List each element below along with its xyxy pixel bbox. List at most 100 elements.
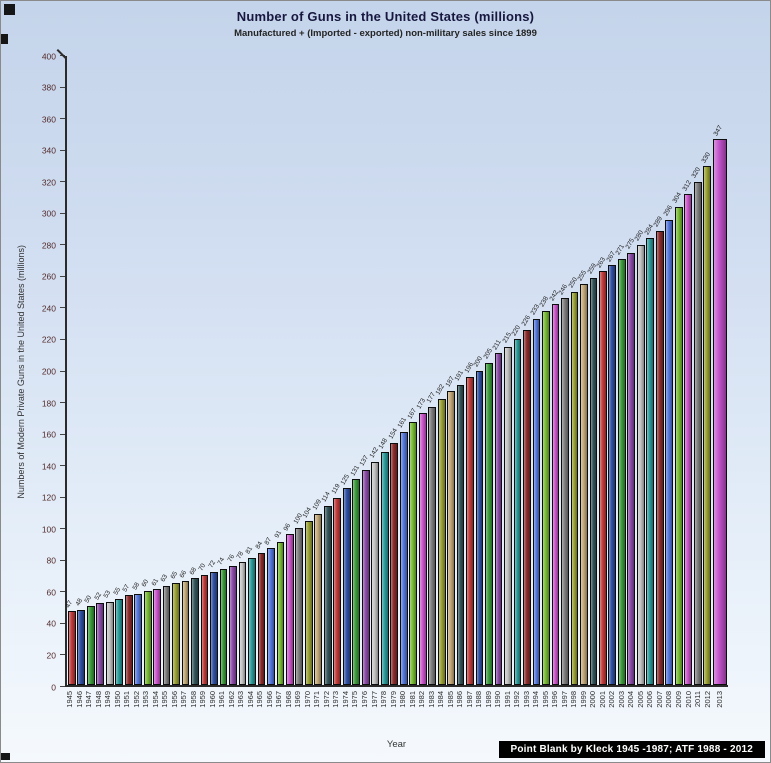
x-tick-label: 2003 <box>616 691 626 708</box>
bar-value-label: 191 <box>453 369 466 383</box>
bar <box>295 527 304 685</box>
x-tick-label: 1974 <box>340 691 350 708</box>
y-tick-label: 300 <box>41 208 56 219</box>
bar <box>361 469 370 685</box>
x-tick-cell: 1994 <box>531 689 541 733</box>
bar-value-label: 50 <box>83 594 94 605</box>
y-tick-label: 280 <box>41 240 56 251</box>
bar-value-label: 119 <box>330 483 342 496</box>
x-tick-cell: 1967 <box>274 689 284 733</box>
bar-cell: 53 <box>103 56 114 685</box>
bar-cell: 191 <box>453 56 466 685</box>
x-tick-label: 1984 <box>436 691 446 708</box>
bar-value-label: 142 <box>368 446 380 460</box>
x-tick-cell: 2002 <box>607 689 617 733</box>
bar-cell: 119 <box>330 56 342 685</box>
bar-cell: 125 <box>340 56 351 685</box>
x-tick-label: 1997 <box>559 691 569 708</box>
bar-value-label: 47 <box>64 599 75 609</box>
bar-value-label: 52 <box>93 591 103 601</box>
x-tick-label: 1962 <box>226 691 236 708</box>
x-tick-cell: 1950 <box>113 689 123 733</box>
x-tick-cell: 1949 <box>103 689 113 733</box>
bar-value-label: 167 <box>406 407 418 421</box>
x-tick-label: 1970 <box>302 691 312 708</box>
x-tick-label: 2002 <box>607 691 617 708</box>
bar-cell: 187 <box>444 56 456 685</box>
bar-cell: 226 <box>520 56 532 685</box>
bar-cell: 76 <box>226 56 237 685</box>
x-tick-label: 1968 <box>283 691 293 708</box>
bar-value-label: 91 <box>273 529 284 540</box>
bar <box>77 609 86 685</box>
x-tick-label: 2000 <box>588 691 598 708</box>
y-tick-label: 400 <box>41 50 56 61</box>
y-tick-label: 60 <box>46 587 56 598</box>
bar-cell: 81 <box>245 56 256 685</box>
bar-cell: 173 <box>416 56 427 685</box>
x-tick-label: 1950 <box>112 691 122 708</box>
bar <box>143 590 152 685</box>
bar <box>210 571 218 685</box>
bar-value-label: 330 <box>700 150 712 164</box>
x-axis-title: Year <box>386 739 407 750</box>
x-tick-label: 1999 <box>578 691 588 708</box>
bar <box>380 452 389 685</box>
bar <box>684 194 693 685</box>
y-tick-label: 340 <box>41 145 56 156</box>
y-tick-label: 120 <box>41 492 56 503</box>
bar-value-label: 177 <box>425 391 437 405</box>
bar <box>333 497 342 685</box>
bar <box>172 582 180 685</box>
bar-cell: 48 <box>74 56 86 685</box>
x-tick-cell: 1993 <box>522 689 532 733</box>
x-tick-label: 2004 <box>626 691 636 708</box>
bar <box>314 513 323 685</box>
y-tick-mark <box>60 275 65 277</box>
x-tick-label: 1979 <box>388 691 398 708</box>
x-tick-cell: 1961 <box>217 689 227 733</box>
bar <box>191 578 199 685</box>
x-tick-cell: 1964 <box>246 689 256 733</box>
x-tick-label: 1981 <box>407 691 417 708</box>
bar-cell: 267 <box>605 56 617 685</box>
bar <box>342 488 351 685</box>
x-tick-cell: 1946 <box>75 689 85 733</box>
bar <box>646 238 655 685</box>
bar <box>655 230 664 685</box>
x-tick-label: 1952 <box>131 691 141 708</box>
y-tick-mark <box>60 559 65 561</box>
x-tick-cell: 1977 <box>370 689 380 733</box>
bar-cell: 304 <box>671 56 684 685</box>
x-tick-label: 1965 <box>255 691 265 708</box>
bar-cell: 52 <box>93 56 105 685</box>
bar-value-label: 131 <box>349 463 361 477</box>
bar-cell: 84 <box>254 56 266 685</box>
x-tick-cell: 1962 <box>227 689 237 733</box>
bar-cell: 167 <box>406 56 418 685</box>
y-tick-mark <box>60 370 65 372</box>
x-tick-cell: 1987 <box>465 689 475 733</box>
x-tick-cell: 2000 <box>588 689 598 733</box>
bar-value-label: 74 <box>216 556 227 567</box>
bar-cell: 96 <box>283 56 294 685</box>
bar-cell: 87 <box>263 56 275 685</box>
x-tick-cell: 1947 <box>84 689 94 733</box>
bar-cell: 233 <box>530 56 541 685</box>
bar <box>608 265 617 685</box>
bar-value-label: 304 <box>671 191 684 205</box>
x-tick-label: 1978 <box>379 691 389 708</box>
y-tick-label: 20 <box>46 650 56 661</box>
bar-value-label: 148 <box>377 437 390 451</box>
x-tick-cell: 2001 <box>598 689 608 733</box>
x-tick-label: 1980 <box>398 691 408 708</box>
x-tick-label: 1969 <box>293 691 303 708</box>
x-tick-cell: 2010 <box>684 689 694 733</box>
x-tick-label: 2001 <box>597 691 607 708</box>
x-tick-label: 1949 <box>103 691 113 708</box>
bar-value-label: 161 <box>396 416 409 430</box>
bar-value-label: 87 <box>263 536 274 546</box>
x-tick-cell: 1991 <box>503 689 513 733</box>
bar <box>513 339 522 685</box>
